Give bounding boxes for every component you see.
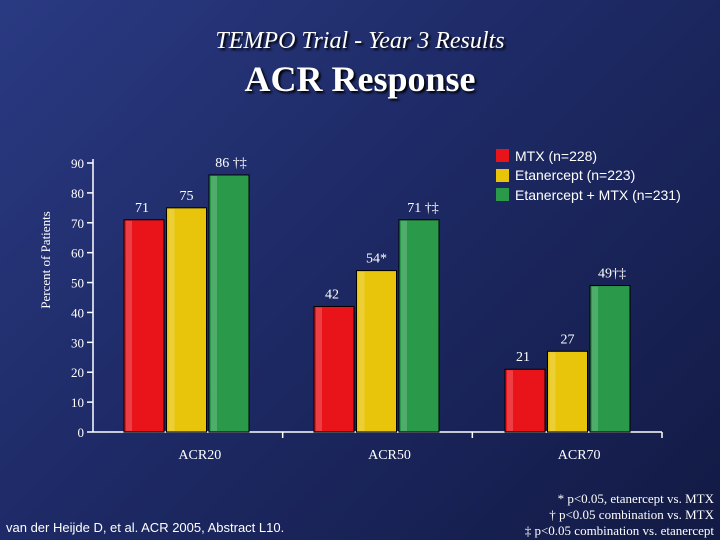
bar-highlight bbox=[549, 352, 556, 431]
y-tick-label: 0 bbox=[78, 425, 85, 440]
bar-etanercept-acr70 bbox=[547, 350, 588, 433]
bar-mtx-acr50 bbox=[313, 305, 355, 433]
bar-highlight bbox=[592, 286, 598, 431]
bar-highlight bbox=[168, 208, 175, 431]
legend-item-etanercept: Etanercept (n=223) bbox=[496, 166, 681, 186]
legend-item-mtx: MTX (n=228) bbox=[496, 146, 681, 166]
bar-highlight bbox=[316, 307, 322, 431]
data-label-etanercept-acr50: 54* bbox=[366, 252, 387, 267]
data-label-combination-acr50: 71 †‡ bbox=[407, 201, 439, 216]
data-label-mtx-acr70: 21 bbox=[516, 350, 530, 365]
bar-highlight bbox=[507, 370, 513, 431]
legend-swatch-combination bbox=[496, 188, 509, 202]
source-citation: van der Heijde D, et al. ACR 2005, Abstr… bbox=[6, 520, 285, 535]
data-label-combination-acr70: 49†‡ bbox=[598, 267, 626, 282]
y-tick-label: 50 bbox=[71, 276, 84, 291]
bar-highlight bbox=[126, 220, 132, 431]
bar-combination-acr70 bbox=[589, 285, 631, 433]
x-axis-category-labels: ACR20 ACR50 ACR70 bbox=[178, 448, 600, 463]
footnote-combination-vs-mtx: † p<0.05 combination vs. MTX bbox=[549, 507, 714, 522]
y-tick-label: 40 bbox=[71, 305, 84, 320]
data-label-mtx-acr50: 42 bbox=[325, 287, 339, 302]
data-label-group: 71 42 21 75 54* 27 86 †‡ 71 †‡ 49†‡ bbox=[135, 156, 626, 365]
x-category-label: ACR70 bbox=[558, 448, 601, 463]
y-tick-label: 60 bbox=[71, 246, 84, 261]
data-label-mtx-acr20: 71 bbox=[135, 201, 149, 216]
legend-label-mtx: MTX (n=228) bbox=[515, 147, 598, 164]
bar-highlight bbox=[358, 271, 365, 431]
data-label-combination-acr20: 86 †‡ bbox=[215, 156, 247, 171]
y-tick-label: 90 bbox=[71, 156, 84, 171]
footnote-combination-vs-etanercept: ‡ p<0.05 combination vs. etanercept bbox=[524, 523, 714, 538]
y-axis: 0 10 20 30 40 50 60 70 80 90 bbox=[71, 156, 663, 440]
legend-swatch-etanercept bbox=[496, 168, 509, 182]
legend-item-combination: Etanercept + MTX (n=231) bbox=[496, 185, 681, 205]
y-tick-label: 10 bbox=[71, 395, 84, 410]
bar-etanercept-acr20 bbox=[166, 207, 207, 433]
data-label-etanercept-acr20: 75 bbox=[180, 189, 194, 204]
slide-title: ACR Response bbox=[244, 59, 476, 99]
slide-subtitle: TEMPO Trial - Year 3 Results bbox=[215, 28, 505, 54]
legend-swatch-mtx bbox=[496, 149, 509, 163]
bar-mtx-acr70 bbox=[504, 368, 546, 433]
data-label-etanercept-acr70: 27 bbox=[561, 332, 575, 347]
bar-highlight bbox=[211, 175, 217, 431]
y-tick-label: 70 bbox=[71, 216, 84, 231]
y-tick-label: 30 bbox=[71, 335, 84, 350]
y-tick-label: 80 bbox=[71, 186, 84, 201]
x-category-label: ACR50 bbox=[368, 448, 411, 463]
footnote-etanercept-vs-mtx: * p<0.05, etanercept vs. MTX bbox=[557, 491, 714, 506]
x-category-label: ACR20 bbox=[178, 448, 221, 463]
bar-combination-acr20 bbox=[208, 174, 250, 433]
bar-highlight bbox=[401, 220, 407, 431]
footnotes: * p<0.05, etanercept vs. MTX † p<0.05 co… bbox=[525, 491, 714, 539]
bar-combination-acr50 bbox=[398, 219, 440, 433]
legend-label-etanercept: Etanercept (n=223) bbox=[515, 167, 636, 184]
y-tick-label: 20 bbox=[71, 365, 84, 380]
chart-legend: MTX (n=228) Etanercept (n=223) Etanercep… bbox=[496, 146, 681, 205]
legend-label-combination: Etanercept + MTX (n=231) bbox=[515, 186, 681, 203]
bar-etanercept-acr50 bbox=[356, 270, 397, 433]
y-axis-label: Percent of Patients bbox=[38, 211, 53, 308]
bar-mtx-acr20 bbox=[123, 219, 165, 433]
bar-series-group bbox=[123, 174, 631, 433]
